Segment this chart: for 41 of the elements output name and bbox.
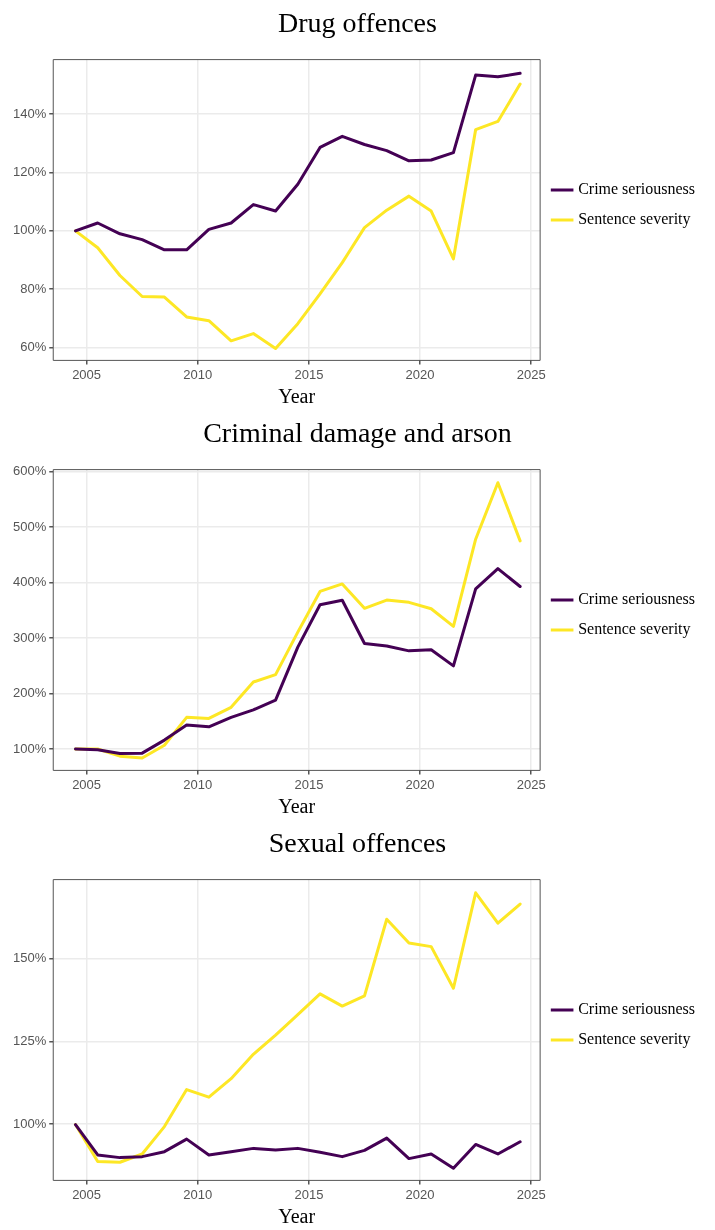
legend-label: Crime seriousness	[578, 590, 695, 608]
y-tick-label: 80%	[20, 280, 47, 296]
chart-title: Criminal damage and arson	[203, 417, 512, 449]
legend-label: Sentence severity	[578, 210, 691, 229]
y-tick-label: 60%	[20, 339, 47, 355]
legend-label: Sentence severity	[578, 620, 691, 639]
y-tick-label: 100%	[13, 1115, 47, 1131]
x-tick-label: 2015	[294, 776, 324, 792]
x-tick-label: 2005	[72, 1186, 102, 1202]
x-axis-title: Year	[278, 385, 316, 408]
x-tick-label: 2005	[72, 776, 102, 792]
x-tick-label: 2020	[405, 776, 435, 792]
y-tick-label: 300%	[13, 629, 47, 645]
x-tick-label: 2025	[516, 1186, 546, 1202]
legend-label: Crime seriousness	[578, 180, 695, 198]
y-tick-label: 500%	[13, 518, 47, 534]
y-tick-label: 600%	[13, 463, 47, 479]
y-tick-label: 100%	[13, 740, 47, 756]
y-tick-label: 140%	[13, 105, 47, 121]
y-tick-label: 150%	[13, 950, 47, 966]
x-tick-label: 2015	[294, 366, 324, 382]
x-tick-label: 2020	[405, 366, 435, 382]
x-tick-label: 2025	[516, 776, 546, 792]
x-tick-label: 2020	[405, 1186, 435, 1202]
x-tick-label: 2010	[183, 1186, 213, 1202]
y-tick-label: 100%	[13, 222, 47, 238]
x-tick-label: 2025	[516, 366, 546, 382]
x-tick-label: 2010	[183, 776, 213, 792]
x-tick-label: 2015	[294, 1186, 324, 1202]
y-tick-label: 120%	[13, 164, 47, 180]
chart-title: Sexual offences	[268, 827, 447, 859]
x-axis-title: Year	[278, 795, 316, 818]
legend-label: Crime seriousness	[578, 1000, 695, 1018]
legend-label: Sentence severity	[578, 1030, 691, 1049]
y-tick-label: 125%	[13, 1032, 47, 1048]
x-tick-label: 2005	[72, 366, 102, 382]
y-tick-label: 400%	[13, 574, 47, 590]
chart-title: Drug offences	[278, 7, 437, 39]
x-axis-title: Year	[278, 1205, 316, 1228]
x-tick-label: 2010	[183, 366, 213, 382]
y-tick-label: 200%	[13, 685, 47, 701]
